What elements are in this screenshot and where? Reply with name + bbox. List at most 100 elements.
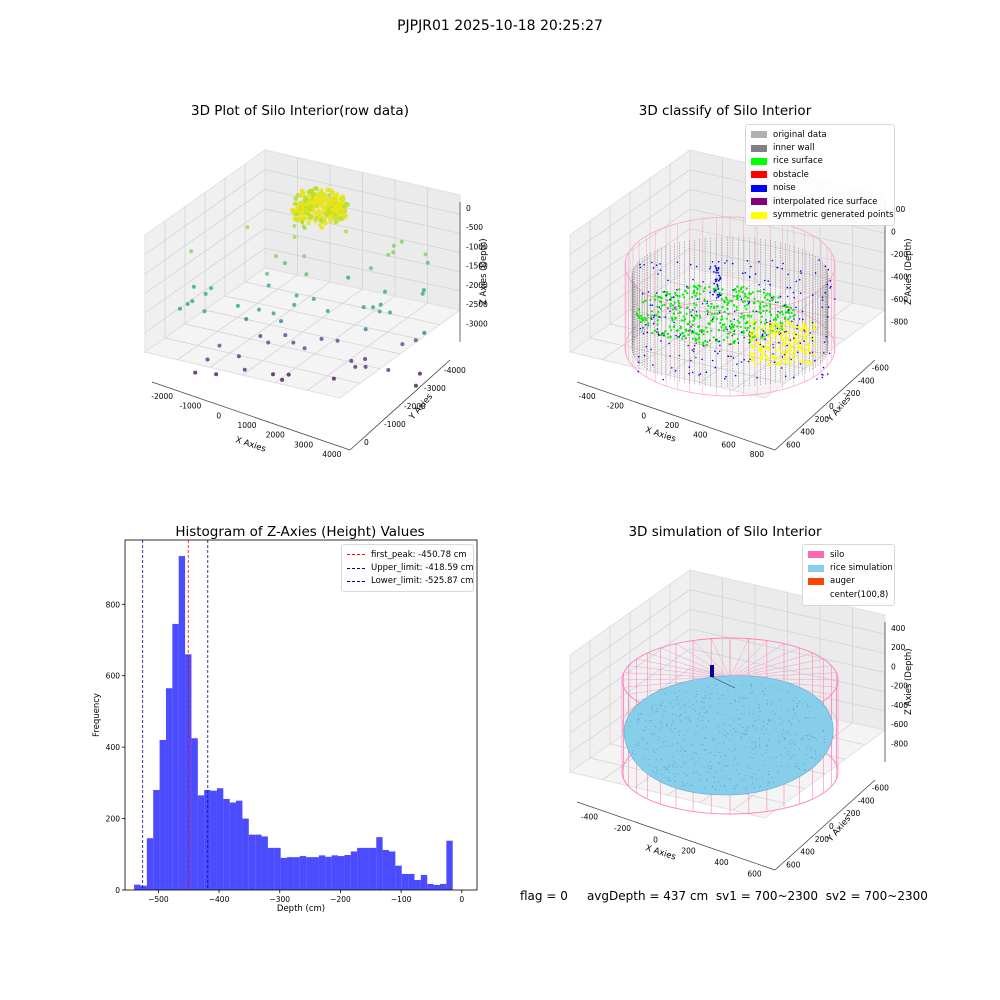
histogram-bar-15	[229, 802, 237, 890]
p2-x-tick-label-2: 0	[641, 411, 646, 420]
p1-point-sparse-50	[244, 317, 249, 321]
p2-z-tick-label-3: -400	[891, 272, 908, 281]
panel2-title: 3D classify of Silo Interior	[638, 103, 812, 119]
p1-point-sparse-41	[378, 302, 383, 307]
histogram-bar-41	[395, 865, 402, 890]
p1-point-sparse-56	[214, 372, 219, 377]
p1-point-234	[317, 213, 322, 219]
p1-point-sparse-72	[282, 261, 287, 266]
p2-y-tick-label-2: 200	[815, 415, 830, 424]
p1-y-tick-label-3: -3000	[424, 384, 446, 393]
p1-point-sparse-22	[292, 223, 297, 228]
p1-point-sparse-46	[266, 283, 271, 288]
panel1-xlabel: X Axies	[234, 435, 267, 454]
panel2-legend-label-2: rice surface	[773, 156, 823, 167]
panel4-legend: silo rice simulation auger center(100,8)	[802, 544, 895, 606]
panel2-legend-swatch-3	[751, 171, 767, 179]
p1-point-sparse-38	[235, 303, 240, 308]
p1-point-sparse-28	[191, 284, 196, 289]
p1-y-tick-label-2: -2000	[404, 402, 426, 411]
p4-z-tick-label-4: -400	[891, 701, 908, 710]
p1-point-253	[316, 202, 322, 207]
histogram-bar-40	[389, 851, 396, 890]
panel3-legend-swatch-1	[347, 567, 365, 569]
panel2-legend-swatch-2	[751, 157, 767, 165]
p1-point-221	[307, 199, 313, 205]
p4-y-tick-label-4: -200	[843, 809, 860, 818]
p1-point-sparse-61	[291, 340, 296, 345]
p1-point-sparse-71	[386, 368, 391, 372]
panel4-legend-swatch-0	[808, 551, 824, 559]
panel2-legend-label-4: noise	[773, 183, 796, 194]
p1-z-tick-label-3: -1500	[466, 262, 488, 271]
panel2-legend-item-6: symmetric generated points	[751, 208, 894, 221]
p1-point-sparse-63	[294, 293, 299, 298]
p1-z-tick-label-6: -3000	[466, 320, 488, 329]
p1-point-sparse-65	[273, 254, 278, 259]
panel3-legend-label-1: Upper_limit: -418.59 cm	[371, 563, 474, 574]
panel2-legend-item-3: obstacle	[751, 168, 889, 181]
p2-z-tick-label-4: -600	[891, 295, 908, 304]
p1-point-sparse-14	[258, 334, 263, 338]
panel4-title: 3D simulation of Silo Interior	[628, 524, 822, 540]
p1-point-230	[309, 213, 314, 219]
panel2-legend-item-5: interpolated rice surface	[751, 195, 889, 208]
histogram-bar-39	[382, 850, 389, 890]
p1-point-sparse-13	[349, 358, 354, 363]
figure-suptitle: PJPJR01 2025-10-18 20:25:27	[397, 18, 603, 34]
p4-z-tick-label-2: 0	[891, 662, 896, 671]
panel4-legend-swatch-1	[808, 564, 824, 572]
histogram-y-tick-label-2: 400	[106, 743, 121, 752]
p1-point-187	[319, 188, 324, 193]
p4-y-tick-label-2: 200	[815, 835, 830, 844]
p4-y-tick-label-1: 400	[800, 848, 815, 857]
p1-point-sparse-44	[265, 271, 270, 276]
panel2-legend-swatch-1	[751, 144, 767, 152]
p2-z-tick-label-0: 200	[891, 205, 906, 214]
p1-point-sparse-60	[286, 372, 291, 377]
panel2-legend: original data inner wall rice surface obsta…	[745, 124, 895, 226]
p1-point-246	[329, 207, 335, 213]
p1-point-144	[303, 197, 308, 203]
histogram-bar-31	[331, 855, 339, 890]
p1-point-sparse-26	[319, 336, 324, 341]
histogram-bar-32	[338, 856, 345, 890]
p1-point-sparse-69	[242, 367, 247, 372]
p2-z-tick-label-1: 0	[891, 227, 896, 236]
panel4-legend-label-2: auger	[830, 576, 855, 587]
panel3-legend: first_peak: -450.78 cm Upper_limit: -418.…	[341, 544, 474, 593]
histogram-bar-43	[408, 873, 415, 890]
p1-point-228	[307, 195, 312, 200]
p1-point-sparse-17	[353, 364, 358, 369]
panel3-ylabel: Frequency	[92, 693, 102, 737]
histogram-bar-33	[344, 855, 351, 890]
p1-point-sparse-27	[386, 252, 391, 257]
p1-y-tick-label-1: -1000	[384, 420, 406, 429]
p1-point-251	[322, 208, 328, 213]
p1-point-sparse-32	[391, 250, 396, 255]
p4-y-tick-label-5: -400	[858, 796, 875, 805]
p1-point-sparse-53	[209, 286, 214, 291]
panel2-legend-swatch-6	[751, 211, 767, 219]
p1-point-235	[293, 217, 298, 222]
panel4-legend-swatch-3	[808, 591, 824, 599]
histogram-bar-30	[325, 856, 332, 890]
p1-point-sparse-57	[279, 319, 283, 324]
histogram-x-tick-label-2: −300	[269, 895, 290, 904]
p1-point-214	[299, 200, 304, 206]
panel4-legend-item-3: center(100,8)	[808, 588, 889, 601]
p1-point-sparse-33	[361, 305, 366, 310]
histogram-bar-36	[363, 847, 370, 890]
panel2-zlabel: Z Axies (Depth)	[904, 238, 914, 305]
histogram-bar-38	[376, 837, 383, 890]
histogram-bar-13	[216, 788, 224, 890]
histogram-bar-24	[287, 857, 294, 890]
panel3-legend-item-0: first_peak: -450.78 cm	[347, 548, 468, 561]
histogram-bar-18	[248, 834, 256, 890]
p4-y-tick-label-0: 600	[786, 861, 801, 870]
panel4-legend-label-0: silo	[830, 549, 845, 560]
panel2-legend-swatch-5	[751, 198, 767, 206]
panel2-legend-label-3: obstacle	[773, 169, 809, 180]
